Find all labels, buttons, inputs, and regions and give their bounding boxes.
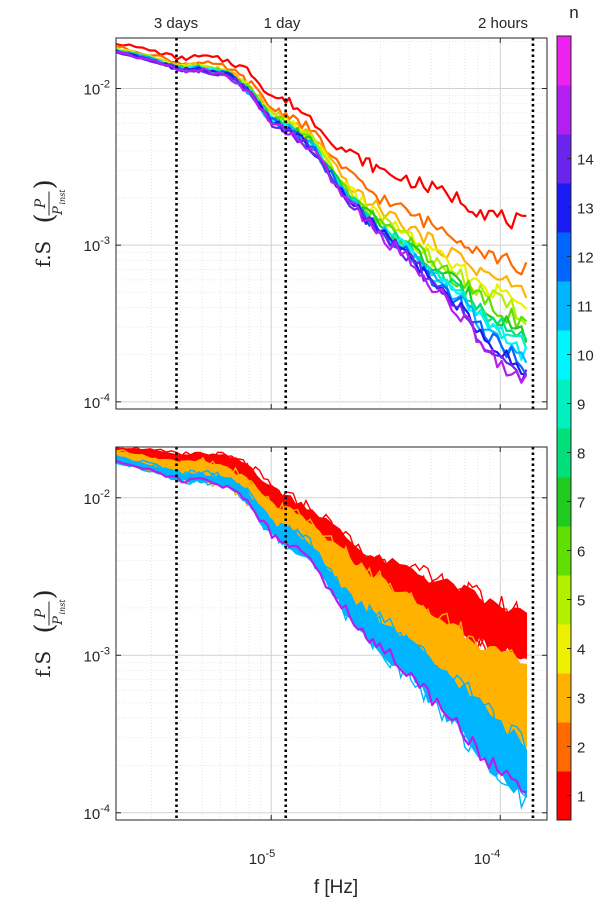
ref-label-1-day: 1 day	[264, 15, 301, 32]
series-line	[115, 451, 527, 688]
y-tick-label: 10-2	[84, 488, 110, 508]
series-line	[115, 449, 527, 675]
x-tick-label-1e-5: 10-5	[249, 848, 275, 868]
colorbar-segment	[557, 722, 571, 772]
colorbar-segment	[557, 428, 571, 478]
colorbar-tick-label: 6	[577, 544, 585, 561]
colorbar-tick-label: 4	[577, 642, 585, 659]
colorbar-tick-label: 1	[577, 789, 585, 806]
ref-label-2-hours: 2 hours	[478, 15, 528, 32]
x-axis-label: f [Hz]	[314, 877, 358, 898]
y-label-frac-den: P	[51, 616, 66, 626]
colorbar-segment	[557, 575, 571, 625]
colorbar-tick-label: 14	[577, 152, 594, 169]
colorbar-tick-label: 8	[577, 446, 585, 463]
y-label-paren-close: )	[30, 179, 60, 189]
y-tick-label: 10-3	[84, 235, 110, 255]
y-label-paren-close: )	[30, 589, 60, 599]
colorbar-segment	[557, 673, 571, 723]
top-panel: 10-4 10-3 10-2	[84, 37, 548, 412]
series-line	[115, 447, 527, 628]
colorbar-tick-label: 13	[577, 201, 594, 218]
colorbar-segment	[557, 232, 571, 282]
colorbar-tick-label: 9	[577, 397, 585, 414]
ref-label-3-days: 3 days	[154, 15, 198, 32]
colorbar-segment	[557, 134, 571, 184]
tick-marks	[116, 447, 547, 820]
colorbar-tick-label: 5	[577, 593, 585, 610]
colorbar-tick-label: 3	[577, 691, 585, 708]
y-label-paren-open: (	[30, 623, 60, 633]
series-line	[115, 446, 527, 625]
y-label-frac-den-sub: inst	[58, 599, 67, 615]
tick-marks	[116, 38, 547, 409]
reference-line-labels: 3 days 1 day 2 hours	[154, 15, 528, 32]
colorbar-tick-label: 12	[577, 250, 594, 267]
colorbar-segment	[557, 183, 571, 233]
y-tick-label: 10-4	[84, 803, 110, 823]
colorbar-tick-label: 2	[577, 740, 585, 757]
colorbar-segment	[557, 526, 571, 576]
y-label-main: f.S	[31, 241, 55, 268]
grid	[116, 38, 547, 410]
colorbar-segment	[557, 281, 571, 331]
y-label-main: f.S	[31, 651, 55, 678]
colorbar-border	[556, 35, 572, 821]
bottom-panel: 10-4 10-3 10-2	[84, 446, 548, 823]
colorbar-segment	[557, 771, 571, 821]
colorbar-label: n	[569, 3, 578, 22]
y-label-frac-den: P	[51, 206, 66, 216]
y-label-frac-num: P	[33, 608, 49, 619]
y-tick-label: 10-3	[84, 645, 110, 665]
colorbar-tick-label: 11	[577, 299, 593, 316]
x-tick-label-1e-4: 10-4	[474, 848, 500, 868]
colorbar-tick-label: 10	[577, 348, 594, 365]
axes-box	[115, 446, 548, 821]
series-line	[115, 43, 527, 230]
series-line	[115, 454, 527, 753]
colorbar-segment	[557, 379, 571, 429]
y-tick-label: 10-2	[84, 78, 110, 98]
colorbar-segment	[557, 36, 571, 86]
series-line	[115, 458, 527, 759]
y-tick-label: 10-4	[84, 392, 110, 412]
colorbar-tick-label: 7	[577, 495, 585, 512]
colorbar-segment	[557, 624, 571, 674]
series-line	[115, 50, 528, 384]
y-label-paren-open: (	[30, 213, 60, 223]
x-axis-tick-labels: 10-5 10-4	[249, 848, 500, 868]
axes-box	[115, 37, 548, 410]
colorbar-segment	[557, 330, 571, 380]
y-label-frac-num: P	[33, 198, 49, 209]
colorbar-segment	[557, 85, 571, 135]
colorbar-segment	[557, 477, 571, 527]
series-line	[115, 459, 527, 794]
y-label-frac-den-sub: inst	[58, 189, 67, 205]
plot-area	[116, 38, 547, 409]
